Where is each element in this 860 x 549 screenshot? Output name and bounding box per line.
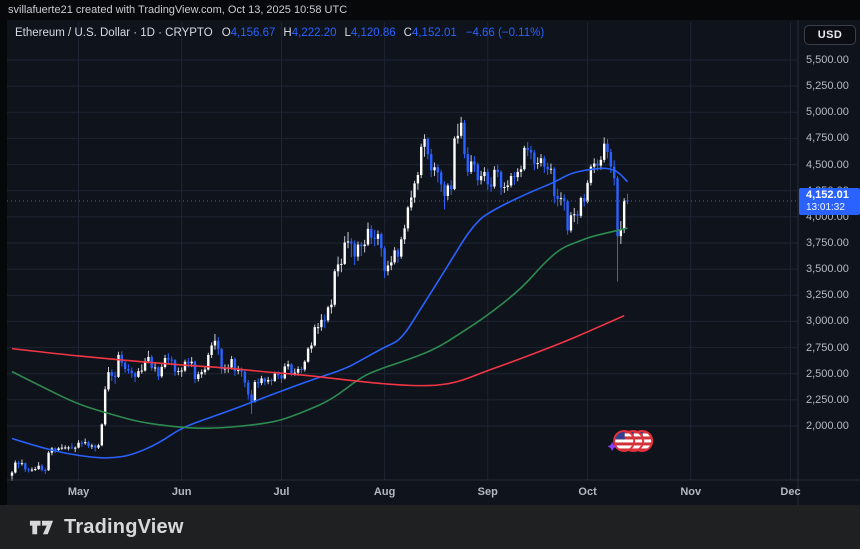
tradingview-logo-icon[interactable] xyxy=(28,514,55,541)
last-price-label: 4,152.01 13:01:32 xyxy=(799,187,860,215)
time-scale-label: Sep xyxy=(477,486,498,498)
us-flag-sticker[interactable] xyxy=(607,429,654,452)
footer-bar: TradingView xyxy=(0,505,860,549)
price-scale-label: 2,500.00 xyxy=(806,367,849,380)
price-scale-label: 3,000.00 xyxy=(806,315,849,328)
sparkle-icon xyxy=(607,441,617,451)
attribution-text: svillafuerte21 created with TradingView.… xyxy=(8,4,348,16)
legend-change: −4.66 (−0.11%) xyxy=(465,27,545,39)
tradingview-wordmark[interactable]: TradingView xyxy=(64,515,184,538)
time-scale-label: Aug xyxy=(373,486,396,498)
ma-mid-green[interactable] xyxy=(11,227,628,430)
legend-high: H4,222.20 xyxy=(283,27,337,39)
price-scale-label: 2,000.00 xyxy=(806,420,849,432)
price-scale-label: 4,750.00 xyxy=(806,132,849,145)
price-scale-label: 3,750.00 xyxy=(806,237,849,249)
time-scale-label: Nov xyxy=(680,486,702,498)
legend-title[interactable]: Ethereum / U.S. Dollar · 1D · CRYPTO xyxy=(15,27,213,39)
price-scale-label: 3,250.00 xyxy=(806,289,849,302)
legend-low: L4,120.86 xyxy=(344,27,396,39)
symbol-legend[interactable]: Ethereum / U.S. Dollar · 1D · CRYPTO O4,… xyxy=(15,27,544,39)
chart-canvas[interactable] xyxy=(0,0,860,505)
price-scale-label: 2,750.00 xyxy=(806,341,849,354)
price-scale-label: 3,500.00 xyxy=(806,263,849,276)
currency-toggle-button[interactable]: USD xyxy=(804,25,856,45)
price-scale-label: 2,250.00 xyxy=(806,393,849,406)
bar-countdown: 13:01:32 xyxy=(806,201,845,213)
ma-fast-blue[interactable] xyxy=(11,167,629,459)
time-scale-label: Dec xyxy=(780,486,801,498)
time-scale-label: May xyxy=(67,486,90,498)
ma-slow-red[interactable] xyxy=(11,314,625,387)
legend-close: C4,152.01 xyxy=(403,27,457,39)
price-scale-label: 5,500.00 xyxy=(806,54,849,66)
price-scale-label: 5,250.00 xyxy=(806,80,849,93)
chart-background xyxy=(7,20,860,505)
time-scale-label: Jun xyxy=(171,486,192,498)
price-scale-label: 4,500.00 xyxy=(806,158,849,171)
time-scale-label: Oct xyxy=(578,486,597,498)
time-scale[interactable]: May Jun Jul Aug Sep Oct Nov Dec xyxy=(0,480,860,505)
last-price-value: 4,152.01 xyxy=(806,188,849,201)
price-scale-label: 5,000.00 xyxy=(806,106,849,119)
time-scale-label: Jul xyxy=(273,486,290,498)
legend-open: O4,156.67 xyxy=(221,27,276,39)
attribution-bar: svillafuerte21 created with TradingView.… xyxy=(0,0,860,20)
legend-ohlc: O4,156.67 H4,222.20 L4,120.86 C4,152.01 xyxy=(222,27,457,39)
price-scale[interactable]: 5,500.00 5,250.00 5,000.00 4,750.00 4,500.00… xyxy=(798,20,860,480)
candlestick-series xyxy=(10,116,629,481)
